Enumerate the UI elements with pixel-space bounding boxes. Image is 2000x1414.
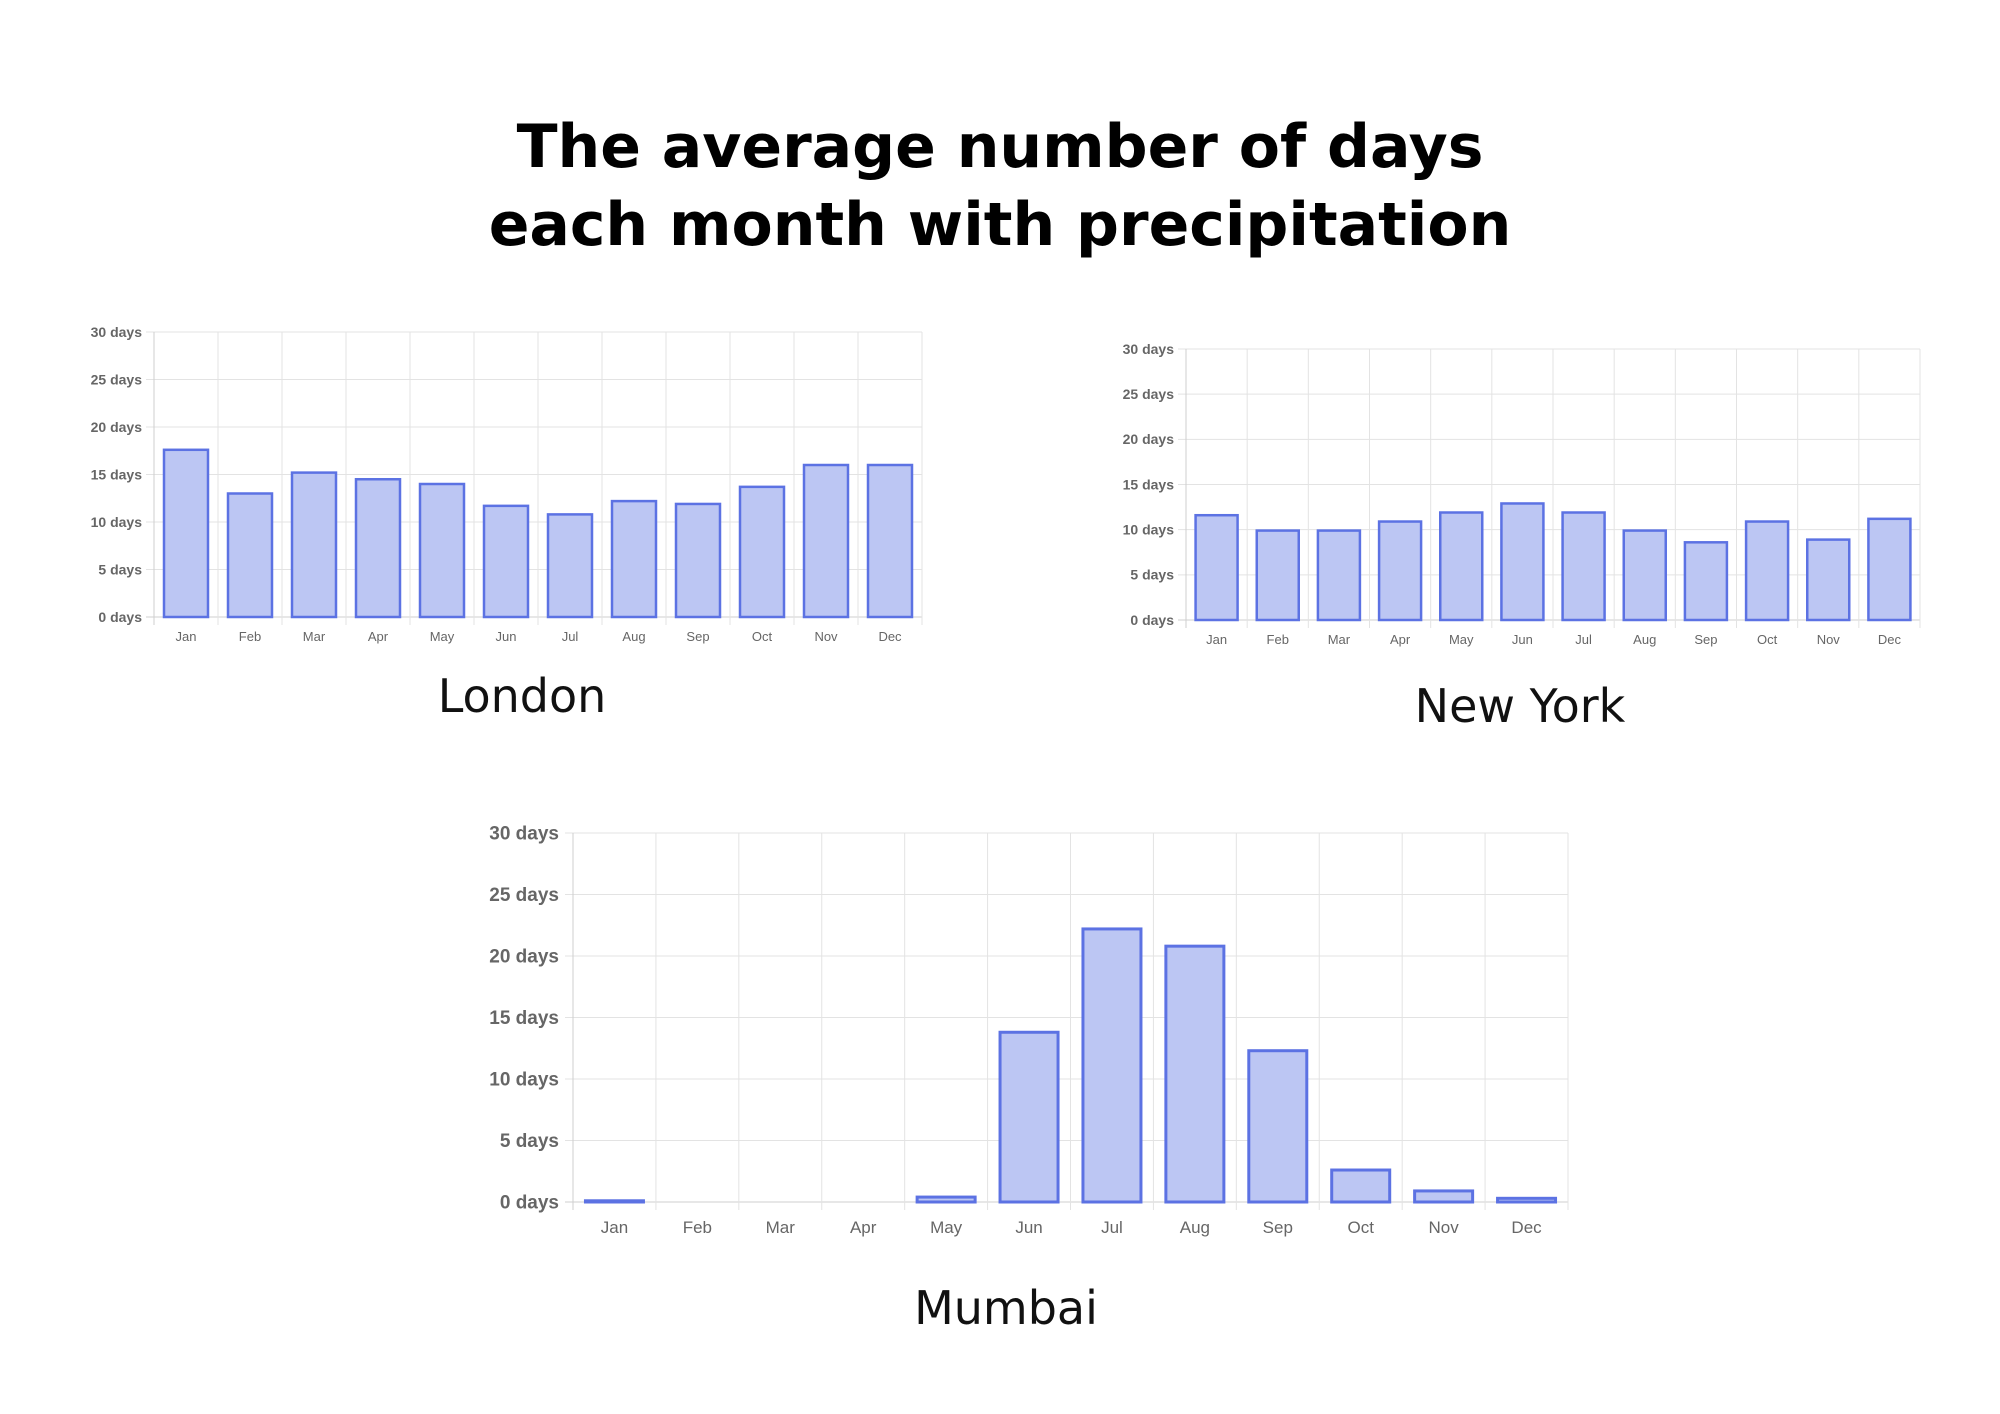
- new-york-y-tick-label: 25 days: [1123, 386, 1175, 402]
- mumbai-x-tick-label: Aug: [1180, 1218, 1210, 1237]
- mumbai-chart-label: Mumbai: [914, 1281, 1098, 1335]
- london-x-tick-label: Oct: [752, 629, 773, 644]
- new-york-x-tick-label: Jun: [1512, 632, 1533, 647]
- new-york-x-tick-label: Aug: [1633, 632, 1656, 647]
- new-york-x-tick-label: Oct: [1757, 632, 1778, 647]
- new-york-bar-oct: [1744, 520, 1790, 622]
- new-york-bar-feb: [1255, 529, 1300, 622]
- new-york-x-tick-label: May: [1449, 632, 1474, 647]
- new-york-bar-sep: [1683, 541, 1729, 622]
- london-y-tick-label: 5 days: [98, 561, 142, 577]
- new-york-x-tick-label: Nov: [1817, 632, 1841, 647]
- mumbai-bar-oct: [1330, 1168, 1392, 1204]
- new-york-chart-label: New York: [1414, 679, 1626, 733]
- london-bar-oct: [738, 485, 786, 619]
- london-x-tick-label: Jan: [176, 629, 197, 644]
- mumbai-x-tick-label: Sep: [1263, 1218, 1293, 1237]
- new-york-bar-chart: 0 days 5 days 10 days 15 days 20 days 25 days…: [1123, 341, 1921, 647]
- new-york-bar-jul: [1561, 511, 1606, 622]
- page-title: The average number of days each month wi…: [0, 108, 2000, 264]
- london-bar-apr: [354, 478, 402, 619]
- mumbai-y-tick-label: 25 days: [489, 885, 559, 906]
- new-york-y-tick-label: 15 days: [1123, 476, 1175, 492]
- mumbai-x-tick-label: Mar: [766, 1218, 796, 1237]
- mumbai-x-tick-label: Jul: [1101, 1218, 1123, 1237]
- london-bar-mar: [290, 471, 338, 619]
- mumbai-bar-jul: [1081, 927, 1143, 1204]
- london-x-tick-label: Apr: [368, 629, 389, 644]
- new-york-y-tick-label: 20 days: [1123, 431, 1175, 447]
- london-x-tick-label: Mar: [303, 629, 326, 644]
- mumbai-bar-jun: [998, 1030, 1060, 1204]
- mumbai-x-tick-label: Nov: [1429, 1218, 1460, 1237]
- london-y-tick-label: 20 days: [91, 419, 143, 435]
- new-york-x-tick-label: Dec: [1878, 632, 1902, 647]
- new-york-x-tick-label: Sep: [1694, 632, 1717, 647]
- london-y-tick-label: 0 days: [98, 609, 142, 625]
- title-line-1: The average number of days: [516, 112, 1484, 182]
- london-x-tick-label: Jul: [562, 629, 579, 644]
- london-bar-jun: [482, 504, 530, 619]
- new-york-bar-nov: [1806, 538, 1851, 622]
- new-york-x-tick-label: Jul: [1575, 632, 1592, 647]
- new-york-bar-jun: [1500, 502, 1545, 622]
- mumbai-x-tick-label: Jan: [601, 1218, 628, 1237]
- mumbai-y-tick-label: 30 days: [489, 824, 559, 845]
- mumbai-x-tick-label: Jun: [1015, 1218, 1042, 1237]
- london-bar-dec: [866, 463, 914, 619]
- mumbai-x-tick-label: Dec: [1511, 1218, 1542, 1237]
- new-york-y-tick-label: 0 days: [1130, 612, 1174, 628]
- london-y-tick-label: 10 days: [91, 514, 143, 530]
- london-bar-sep: [674, 502, 722, 619]
- london-bar-chart: 0 days 5 days 10 days 15 days 20 days 25 days…: [91, 324, 923, 644]
- mumbai-x-tick-label: Oct: [1347, 1218, 1374, 1237]
- mumbai-bar-may: [915, 1195, 977, 1204]
- new-york-bar-may: [1439, 511, 1484, 622]
- new-york-bar-dec: [1867, 517, 1912, 622]
- london-chart-label: London: [437, 669, 607, 723]
- new-york-x-tick-label: Apr: [1390, 632, 1411, 647]
- mumbai-x-tick-label: Apr: [850, 1218, 877, 1237]
- mumbai-y-tick-label: 0 days: [500, 1193, 559, 1214]
- new-york-x-tick-label: Mar: [1328, 632, 1351, 647]
- london-x-tick-label: May: [430, 629, 455, 644]
- mumbai-y-tick-label: 10 days: [489, 1070, 559, 1091]
- new-york-bar-mar: [1316, 529, 1362, 622]
- new-york-bar-jan: [1194, 513, 1239, 622]
- new-york-bar-apr: [1377, 520, 1423, 622]
- london-x-tick-label: Feb: [239, 629, 261, 644]
- new-york-y-tick-label: 5 days: [1130, 567, 1174, 583]
- mumbai-y-tick-label: 5 days: [500, 1131, 559, 1152]
- new-york-x-tick-label: Jan: [1206, 632, 1227, 647]
- mumbai-bar-nov: [1413, 1189, 1475, 1204]
- london-y-tick-label: 25 days: [91, 371, 143, 387]
- mumbai-bar-jan: [583, 1199, 645, 1204]
- london-x-tick-label: Jun: [496, 629, 517, 644]
- london-y-tick-label: 30 days: [91, 324, 143, 340]
- london-y-tick-label: 15 days: [91, 466, 143, 482]
- london-bar-aug: [610, 499, 658, 619]
- new-york-x-tick-label: Feb: [1267, 632, 1289, 647]
- london-bar-nov: [802, 463, 850, 619]
- london-x-tick-label: Sep: [686, 629, 709, 644]
- mumbai-bar-aug: [1164, 944, 1226, 1204]
- london-bar-jan: [162, 448, 210, 619]
- london-bar-feb: [226, 492, 274, 619]
- london-bar-jul: [546, 513, 594, 619]
- new-york-y-tick-label: 10 days: [1123, 522, 1175, 538]
- new-york-y-tick-label: 30 days: [1123, 341, 1175, 357]
- london-x-tick-label: Nov: [814, 629, 838, 644]
- london-x-tick-label: Dec: [878, 629, 902, 644]
- london-bar-may: [418, 482, 466, 619]
- mumbai-bar-sep: [1247, 1049, 1309, 1204]
- title-line-2: each month with precipitation: [488, 190, 1512, 260]
- london-x-tick-label: Aug: [622, 629, 645, 644]
- mumbai-bar-chart: 0 days 5 days 10 days 15 days 20 days 25 days…: [489, 824, 1569, 1237]
- mumbai-bar-dec: [1496, 1196, 1558, 1204]
- new-york-bar-aug: [1622, 529, 1667, 622]
- mumbai-y-tick-label: 15 days: [489, 1008, 559, 1029]
- mumbai-y-tick-label: 20 days: [489, 947, 559, 968]
- mumbai-x-tick-label: Feb: [683, 1218, 712, 1237]
- mumbai-x-tick-label: May: [930, 1218, 963, 1237]
